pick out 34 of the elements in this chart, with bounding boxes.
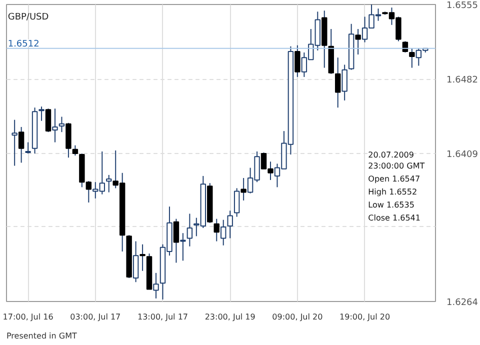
candlestick [58, 116, 65, 133]
candlestick [72, 144, 78, 156]
annotation: High 1.6552 [368, 188, 418, 197]
y-tick-label: 1.6482 [446, 76, 478, 86]
x-tick-label: 09:00, Jul 20 [272, 312, 323, 322]
y-tick-label: 1.6264 [446, 298, 478, 308]
candlestick [342, 64, 348, 101]
x-tick-label: 23:00, Jul 19 [204, 312, 256, 322]
x-tick-label: 13:00, Jul 17 [137, 312, 188, 322]
candlestick [52, 108, 58, 143]
candlestick [132, 240, 139, 283]
text: Presented in GMT [6, 332, 77, 340]
y-tick-label: 1.6409 [446, 150, 478, 160]
candlestick [186, 213, 193, 247]
annotation: Open 1.6547 [368, 174, 420, 184]
candlestick [38, 106, 44, 122]
x-tick-label: 03:00, Jul 17 [70, 312, 121, 322]
candlestick [12, 119, 18, 166]
x-tick-label: 19:00, Jul 20 [340, 312, 390, 322]
x-tick-label: 17:00, Jul 16 [2, 312, 54, 322]
y-tick-label: 1.6555 [446, 1, 478, 11]
text: GBP/USD [8, 12, 49, 22]
candlestick [25, 142, 31, 154]
annotation: 20.07.2009 [368, 150, 414, 160]
annotation: Close 1.6541 [368, 214, 420, 223]
annotation: 23:00:00 GMT [368, 162, 425, 171]
ref-line-label: 1.6512 [8, 39, 40, 50]
candlestick [227, 210, 233, 239]
candlestick [220, 219, 226, 246]
candlestick [180, 232, 186, 262]
annotation: Low 1.6535 [368, 200, 414, 210]
candlestick [106, 174, 112, 193]
candlestick [153, 272, 159, 299]
candlestick [234, 188, 240, 218]
